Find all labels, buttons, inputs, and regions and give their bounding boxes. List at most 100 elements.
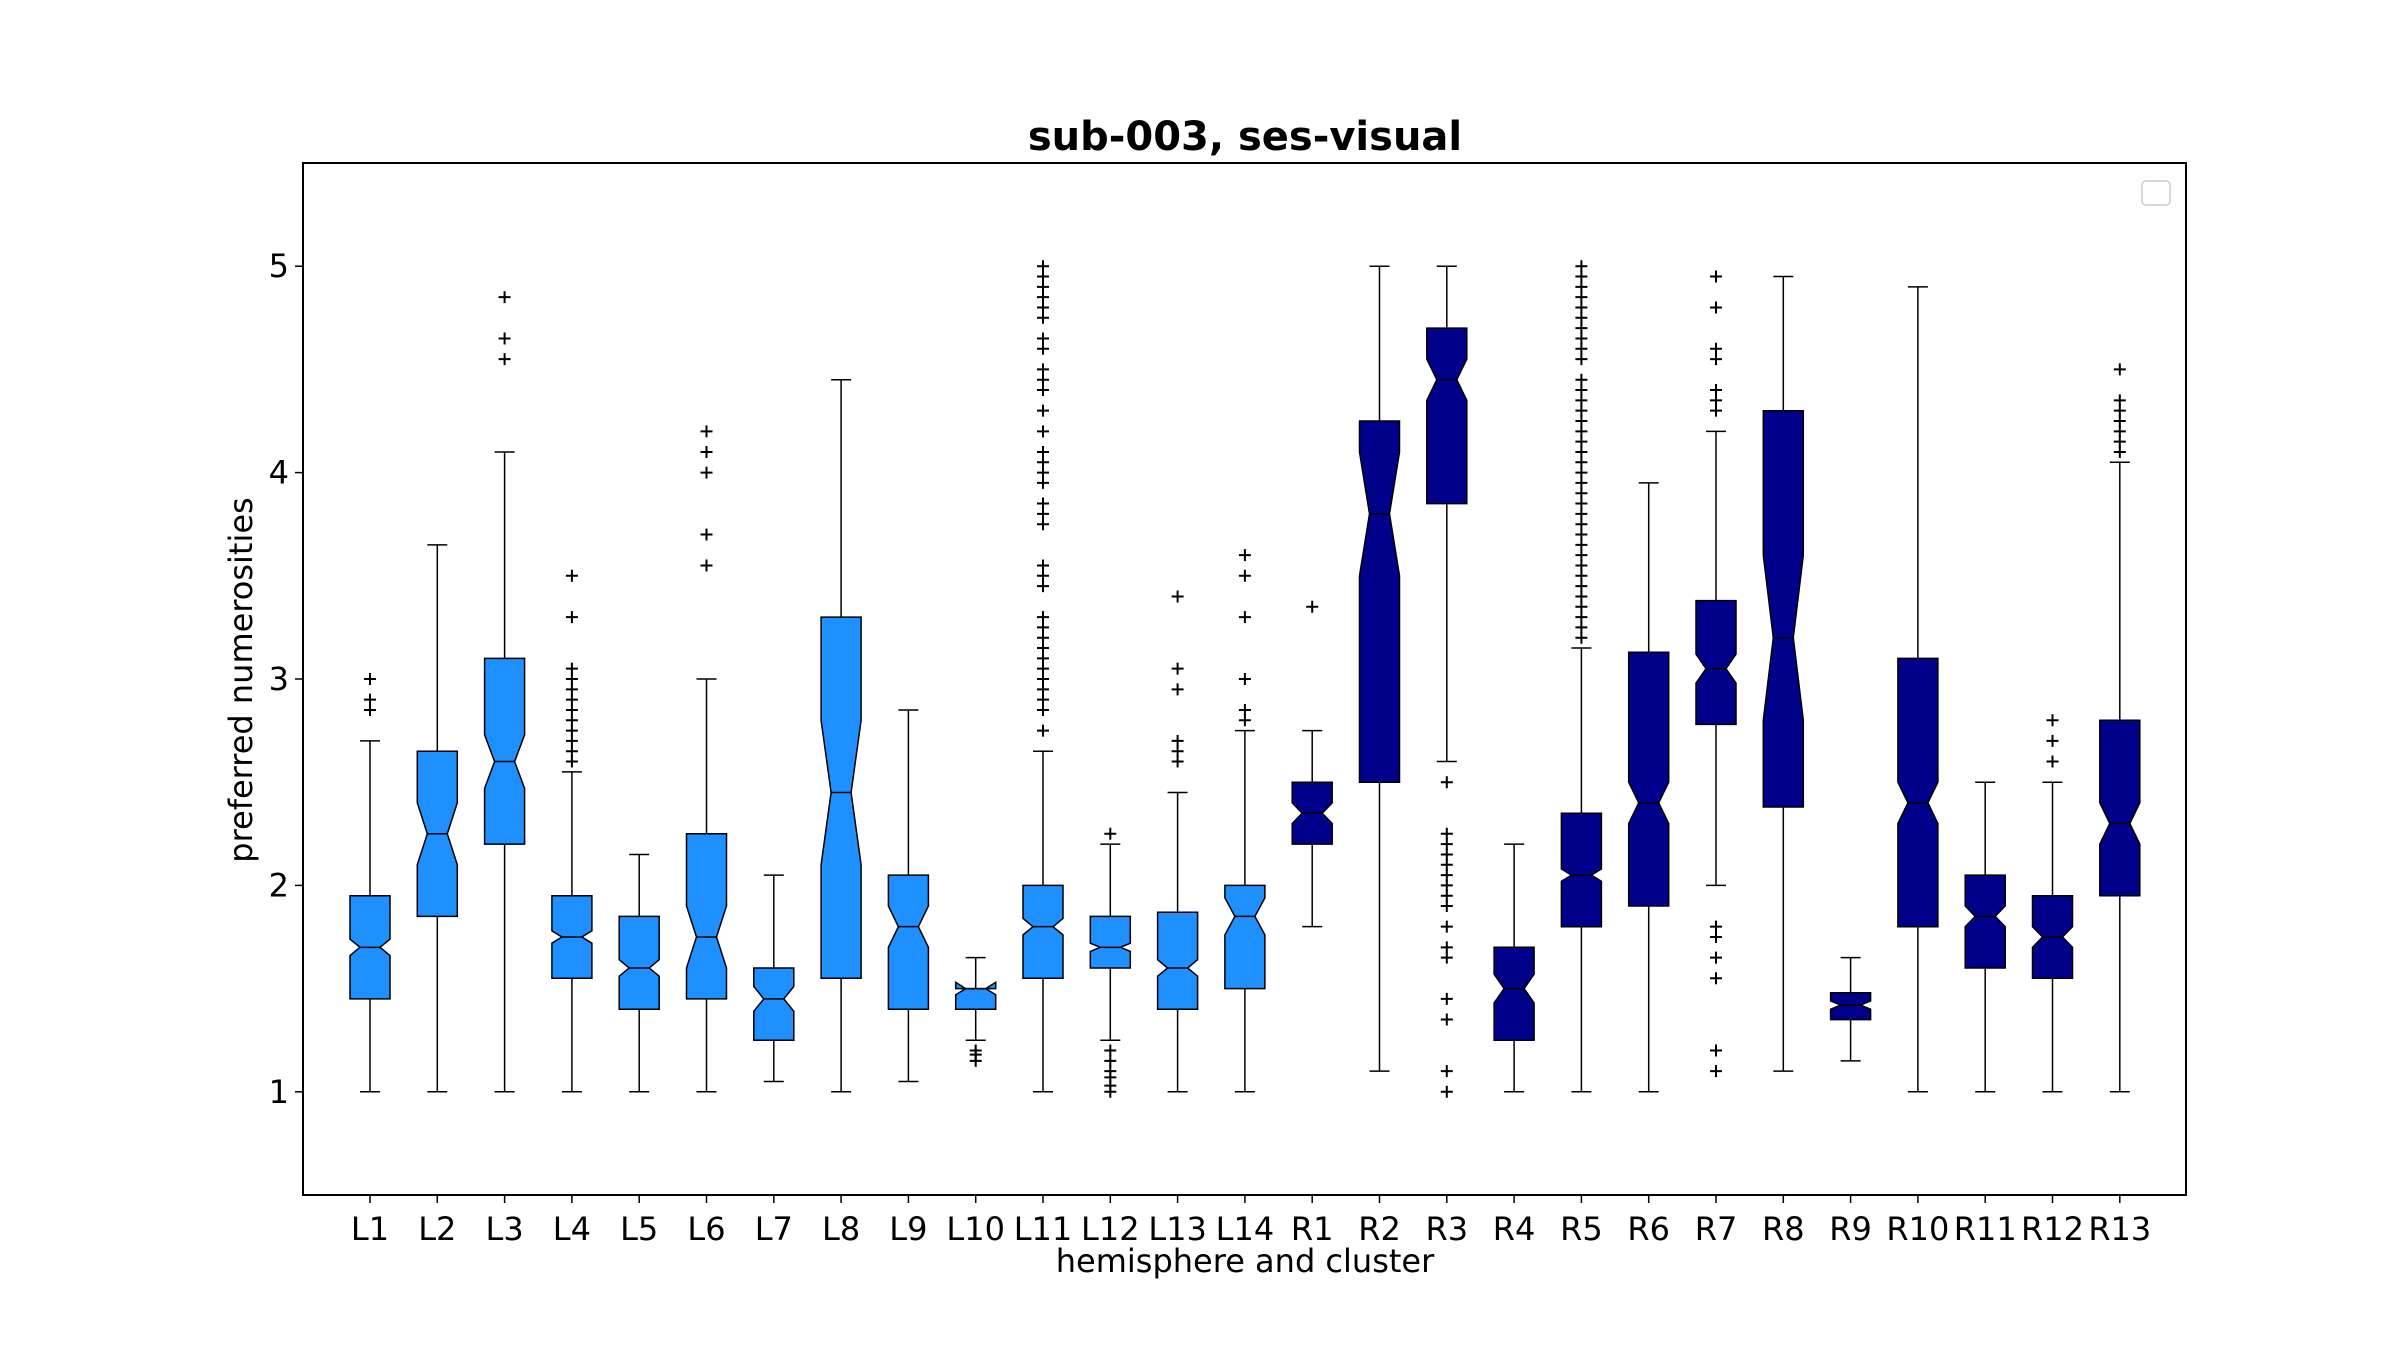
outlier-marker	[1710, 270, 1722, 283]
outlier-marker	[364, 673, 376, 685]
outlier-marker	[364, 693, 376, 706]
box-r11: R11	[1954, 781, 2017, 1248]
outlier-marker	[565, 693, 578, 706]
notched-box	[1560, 812, 1603, 928]
plot-frame	[302, 162, 2187, 1196]
y-tick-label: 5	[269, 247, 289, 285]
outlier-marker	[1575, 353, 1588, 366]
outlier-marker	[1710, 1044, 1722, 1057]
outlier-marker	[1037, 425, 1049, 438]
x-tick-label: L4	[553, 1210, 591, 1248]
outlier-marker	[1037, 291, 1049, 304]
notched-box	[1627, 651, 1670, 907]
x-tick-label: R8	[1762, 1210, 1805, 1248]
outlier-marker	[1238, 703, 1251, 716]
box-l12: L12	[1081, 827, 1140, 1248]
notched-box	[1897, 657, 1939, 928]
outlier-marker	[1575, 518, 1588, 531]
outlier-marker	[1575, 384, 1588, 397]
outlier-marker	[1575, 497, 1588, 510]
outlier-marker	[1037, 631, 1049, 644]
y-axis-label: preferred numerosities	[222, 497, 260, 862]
y-tick-label: 1	[269, 1073, 289, 1111]
x-tick-label: R11	[1954, 1210, 2017, 1248]
outlier-marker	[1710, 353, 1722, 366]
outlier-marker	[498, 291, 511, 304]
outlier-marker	[1710, 951, 1722, 964]
outlier-marker	[565, 569, 578, 582]
outlier-marker	[2113, 394, 2126, 407]
outlier-marker	[1171, 662, 1184, 675]
outlier-marker	[700, 466, 713, 479]
outlier-marker	[2113, 435, 2126, 448]
outlier-marker	[1037, 652, 1049, 665]
outlier-marker	[1037, 724, 1049, 737]
outlier-marker	[2113, 363, 2126, 376]
outlier-marker	[1171, 755, 1184, 768]
outlier-marker	[565, 683, 578, 696]
box-l9: L9	[887, 709, 930, 1248]
outlier-marker	[1238, 549, 1251, 562]
notched-box	[1224, 884, 1266, 990]
notched-box	[1762, 409, 1805, 808]
outlier-marker	[1104, 827, 1117, 840]
outlier-marker	[1037, 280, 1049, 293]
outlier-marker	[700, 559, 713, 572]
notched-box	[1358, 420, 1401, 783]
box-l5: L5	[618, 853, 660, 1248]
outlier-marker	[565, 703, 578, 716]
notched-box	[1089, 915, 1132, 969]
outlier-marker	[700, 425, 713, 438]
box-l1: L1	[349, 673, 391, 1248]
outlier-marker	[1575, 311, 1588, 324]
outlier-marker	[1171, 683, 1184, 696]
outlier-marker	[1575, 415, 1588, 427]
outlier-marker	[1575, 270, 1588, 283]
outlier-marker	[1440, 776, 1453, 789]
outlier-marker	[2046, 714, 2059, 727]
y-tick-label: 3	[269, 660, 289, 698]
outlier-marker	[1575, 260, 1588, 273]
outlier-marker	[1575, 425, 1588, 438]
x-tick-label: R4	[1493, 1210, 1536, 1248]
outlier-marker	[1710, 920, 1722, 933]
outlier-marker	[700, 528, 713, 541]
x-tick-label: L11	[1014, 1210, 1073, 1248]
outlier-marker	[1171, 734, 1184, 747]
notched-box	[483, 657, 526, 845]
box-l3: L3	[483, 291, 526, 1248]
x-tick-label: R3	[1426, 1210, 1469, 1248]
x-tick-label: L5	[620, 1210, 658, 1248]
box-r2: R2	[1358, 265, 1401, 1248]
outlier-marker	[1037, 476, 1049, 489]
outlier-marker	[1575, 394, 1588, 407]
outlier-marker	[1104, 1065, 1117, 1078]
outlier-marker	[1037, 611, 1049, 624]
outlier-marker	[1440, 879, 1453, 892]
outlier-marker	[1575, 342, 1588, 355]
x-tick-label: R2	[1358, 1210, 1401, 1248]
outlier-marker	[364, 703, 376, 716]
outlier-marker	[1037, 703, 1049, 716]
box-r10: R10	[1886, 286, 1949, 1248]
outlier-marker	[1575, 611, 1588, 624]
notched-box	[2099, 719, 2141, 897]
outlier-marker	[1575, 487, 1588, 500]
x-tick-label: R1	[1291, 1210, 1334, 1248]
x-tick-label: L8	[822, 1210, 860, 1248]
outlier-marker	[1037, 301, 1049, 314]
outlier-marker	[1440, 1013, 1453, 1026]
outlier-marker	[1037, 673, 1049, 685]
x-tick-label: R6	[1627, 1210, 1670, 1248]
box-r3: R3	[1426, 265, 1469, 1248]
notched-box	[1493, 946, 1535, 1041]
outlier-marker	[1037, 270, 1049, 283]
y-tick-label: 4	[269, 454, 289, 492]
outlier-marker	[1440, 920, 1453, 933]
outlier-marker	[2113, 425, 2126, 438]
legend-box	[2141, 180, 2171, 206]
outlier-marker	[1238, 611, 1251, 624]
outlier-marker	[1575, 466, 1588, 479]
outlier-marker	[1575, 373, 1588, 386]
